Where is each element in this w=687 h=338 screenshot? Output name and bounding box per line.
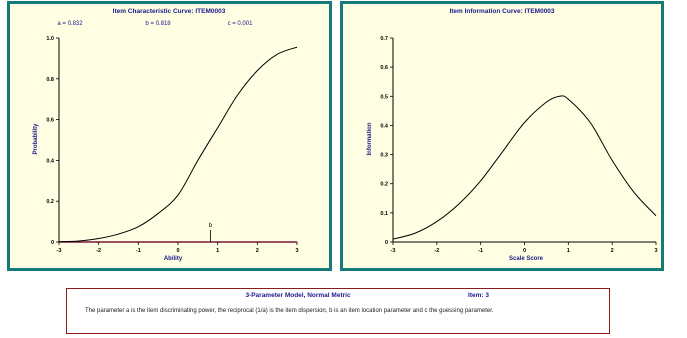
iic-x-axis-title: Scale Score	[509, 256, 544, 262]
item-number: Item: 3	[468, 292, 489, 299]
iic-y-tick-label: 0.4	[380, 123, 389, 129]
icc-param-c: c = 0.001	[228, 21, 254, 27]
icc-series-line	[58, 46, 298, 243]
iic-y-tick-label: 0.7	[380, 36, 388, 42]
icc-x-tick-label: -1	[136, 248, 141, 254]
icc-param-b: b = 0.818	[145, 21, 171, 27]
iic-chart: Item Information Curve: ITEM0003 Scale S…	[367, 8, 658, 262]
icc-chart: Item Characteristic Curve: ITEM0003 a = …	[33, 8, 299, 262]
icc-chart-panel: Item Characteristic Curve: ITEM0003 a = …	[7, 1, 332, 271]
icc-y-tick-label: 0	[51, 240, 54, 246]
iic-y-tick-label: 0.5	[380, 94, 388, 100]
icc-param-a: a = 0.832	[57, 21, 83, 27]
model-description-box: 3-Parameter Model, Normal Metric Item: 3…	[66, 288, 610, 334]
icc-y-tick-label: 1.0	[46, 36, 54, 42]
icc-x-tick-label: 3	[295, 248, 298, 254]
iic-y-tick-label: 0.2	[380, 182, 388, 188]
icc-x-axis-title: Ability	[164, 256, 183, 262]
iic-x-tick-label: -3	[391, 248, 396, 254]
icc-y-axis-title: Probability	[33, 123, 39, 155]
iic-title: Item Information Curve: ITEM0003	[449, 8, 554, 15]
iic-x-tick-label: -2	[434, 248, 439, 254]
iic-y-axis-title: Information	[367, 122, 373, 155]
icc-y-tick-label: 0.6	[46, 118, 54, 124]
icc-x-tick-label: 0	[176, 248, 179, 254]
iic-x-tick-label: 0	[523, 248, 526, 254]
icc-x-tick-label: -2	[96, 248, 101, 254]
iic-y-tick-label: 0.6	[380, 65, 388, 71]
iic-x-tick-label: 2	[611, 248, 614, 254]
iic-x-tick-label: -1	[478, 248, 483, 254]
icc-y-tick-label: 0.2	[46, 199, 54, 205]
iic-x-tick-label: 1	[567, 248, 570, 254]
iic-series-line	[392, 95, 657, 240]
icc-y-tick-label: 0.8	[46, 77, 54, 83]
iic-x-tick-label: 3	[654, 248, 657, 254]
icc-b-marker-label: b	[209, 223, 213, 229]
iic-y-tick-label: 0	[385, 240, 388, 246]
icc-title: Item Characteristic Curve: ITEM0003	[113, 8, 226, 15]
model-title: 3-Parameter Model, Normal Metric	[245, 292, 351, 299]
model-description-text: The parameter a is the item discriminati…	[85, 308, 494, 314]
icc-x-tick-label: 2	[256, 248, 259, 254]
icc-y-tick-label: 0.4	[46, 158, 55, 164]
iic-chart-panel: Item Information Curve: ITEM0003 Scale S…	[340, 1, 664, 271]
icc-x-tick-label: -3	[57, 248, 62, 254]
iic-y-tick-label: 0.1	[380, 211, 388, 217]
iic-y-tick-label: 0.3	[380, 153, 388, 159]
icc-x-tick-label: 1	[216, 248, 219, 254]
